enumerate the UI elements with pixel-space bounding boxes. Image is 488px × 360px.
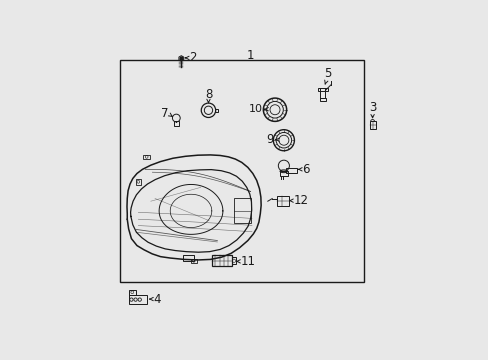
Bar [285, 168, 297, 174]
Bar [128, 290, 135, 295]
Text: 12: 12 [293, 194, 308, 207]
Bar [319, 98, 325, 101]
Text: 1: 1 [246, 49, 254, 62]
Text: 2: 2 [189, 51, 196, 64]
Bar [120, 60, 364, 282]
Bar [276, 196, 288, 207]
Text: 3: 3 [368, 101, 375, 114]
Bar [191, 258, 196, 263]
Bar [214, 109, 218, 112]
Bar [369, 121, 375, 129]
Text: 11: 11 [241, 255, 255, 268]
Bar [233, 198, 250, 223]
Bar [211, 255, 231, 266]
Bar [320, 87, 325, 98]
Text: 6: 6 [301, 163, 309, 176]
Bar [128, 295, 146, 305]
Text: 8: 8 [204, 88, 212, 101]
Bar [143, 155, 150, 159]
Text: 7: 7 [160, 107, 168, 120]
Bar [183, 255, 193, 261]
Bar [231, 257, 236, 264]
Text: 10: 10 [248, 104, 263, 114]
Text: 4: 4 [153, 293, 161, 306]
Bar [173, 121, 179, 126]
Bar [279, 171, 287, 176]
Text: 5: 5 [324, 67, 331, 80]
Bar [318, 87, 327, 91]
Bar [136, 179, 141, 185]
Text: 9: 9 [266, 133, 274, 146]
